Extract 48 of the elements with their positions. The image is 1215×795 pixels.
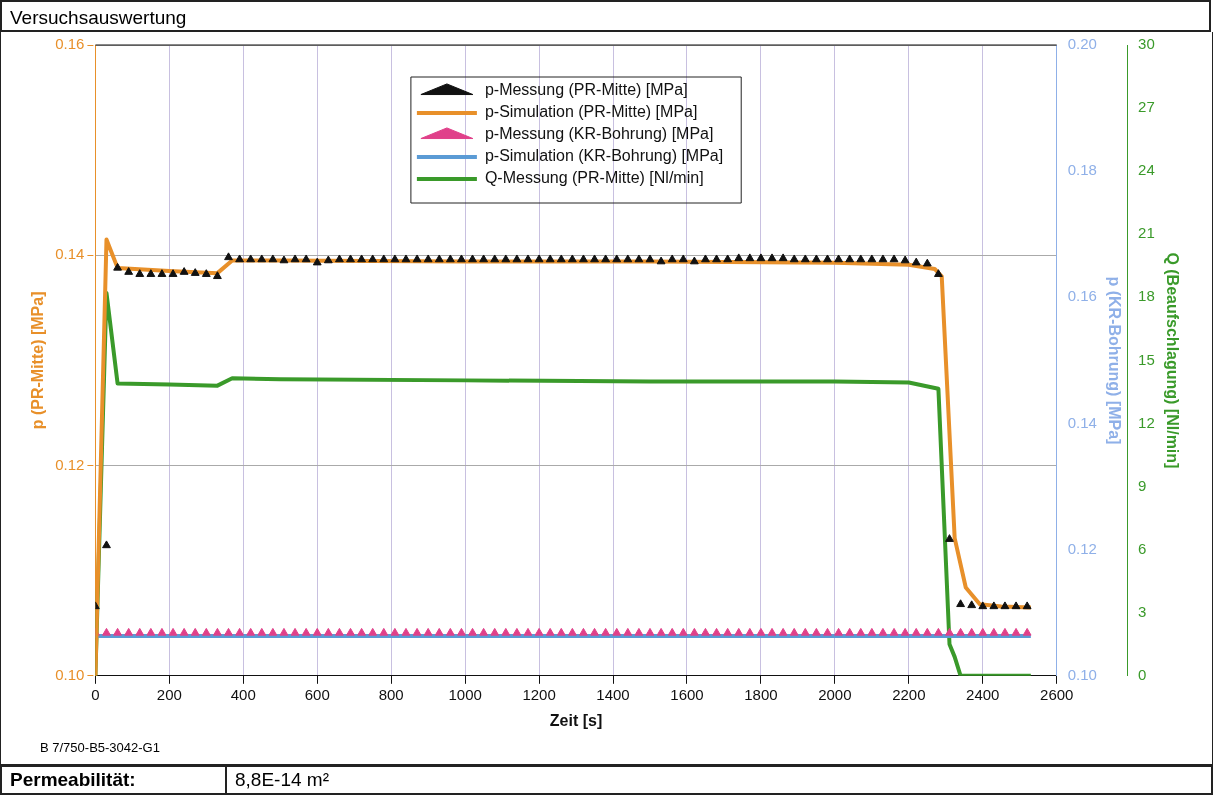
y2-tick-label: 0.20 [1067, 35, 1097, 53]
legend-label: p-Messung (PR-Mitte) [MPa] [484, 81, 688, 99]
y3-tick-label: 9 [1138, 476, 1147, 494]
y3-tick-label: 30 [1138, 35, 1155, 53]
text: 8,8E-14 m² [234, 768, 329, 792]
x-tick-label: 0 [91, 685, 100, 703]
y2-tick-label: 0.10 [1067, 665, 1097, 683]
text: B 7/750-B5-3042-G1 [40, 740, 160, 755]
y-tick-label: 0.16 [55, 35, 85, 53]
x-tick-label: 600 [304, 685, 330, 703]
y3-tick-label: 21 [1138, 224, 1155, 242]
text: Permeabilität: [2, 767, 227, 793]
x-tick-label: 1400 [596, 685, 630, 703]
x-axis-title: Zeit [s] [549, 711, 603, 729]
x-tick-label: 2000 [818, 685, 852, 703]
y3-tick-label: 6 [1138, 539, 1147, 557]
chart-title: Versuchsauswertung [0, 0, 1211, 32]
legend-label: p-Simulation (KR-Bohrung) [MPa] [484, 147, 724, 165]
legend-label: p-Simulation (PR-Mitte) [MPa] [484, 103, 698, 121]
x-tick-label: 1200 [522, 685, 556, 703]
y3-tick-label: 3 [1138, 602, 1147, 620]
x-tick-label: 800 [378, 685, 404, 703]
x-tick-label: 1800 [744, 685, 778, 703]
y3-tick-label: 12 [1138, 413, 1155, 431]
x-tick-label: 2200 [892, 685, 926, 703]
y2-tick-label: 0.18 [1067, 161, 1097, 179]
y2-tick-label: 0.12 [1067, 539, 1097, 557]
y3-tick-label: 15 [1138, 350, 1155, 368]
x-tick-label: 2600 [1040, 685, 1074, 703]
y3-axis-title: Q (Beaufschlagung) [Nl/min] [1163, 252, 1181, 469]
y-tick-label: 0.12 [55, 455, 85, 473]
y-tick-label: 0.14 [55, 245, 85, 263]
y-tick-label: 0.10 [55, 665, 85, 683]
y3-tick-label: 0 [1138, 665, 1147, 683]
y-axis-title: p (PR-Mitte) [MPa] [29, 291, 47, 430]
legend-label: Q-Messung (PR-Mitte) [Nl/min] [484, 169, 704, 187]
legend-label: p-Messung (KR-Bohrung) [MPa] [484, 125, 714, 143]
y2-axis-title: p (KR-Bohrung) [MPa] [1106, 276, 1124, 445]
x-tick-label: 1600 [670, 685, 704, 703]
y3-tick-label: 24 [1138, 161, 1155, 179]
y2-tick-label: 0.16 [1067, 287, 1097, 305]
y3-tick-label: 27 [1138, 98, 1155, 116]
x-tick-label: 400 [230, 685, 256, 703]
x-tick-label: 1000 [448, 685, 482, 703]
x-tick-label: 200 [156, 685, 182, 703]
x-tick-label: 2400 [966, 685, 1000, 703]
y3-tick-label: 18 [1138, 287, 1155, 305]
y2-tick-label: 0.14 [1067, 413, 1097, 431]
